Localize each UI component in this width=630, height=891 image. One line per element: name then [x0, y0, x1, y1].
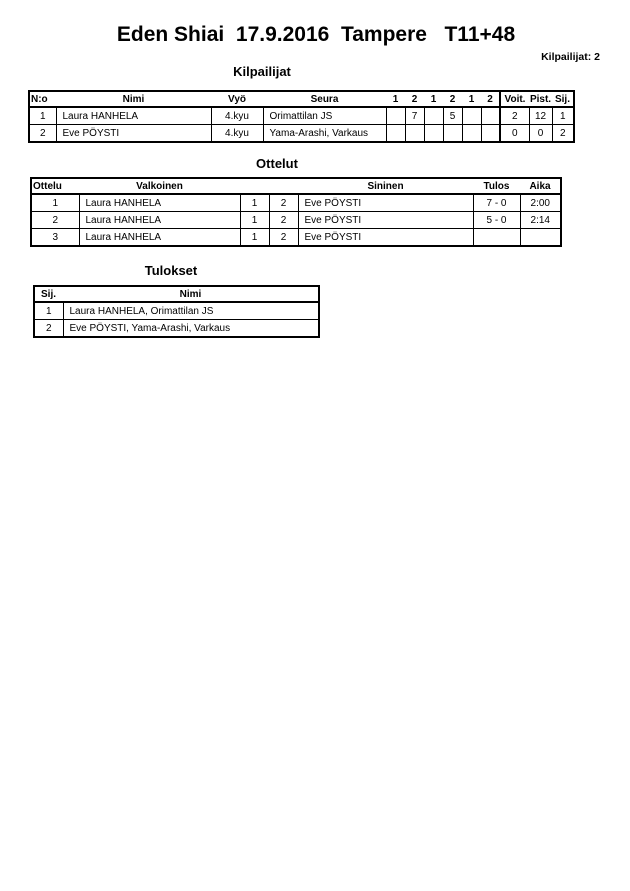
match-row: 3 Laura HANHELA 1 2 Eve PÖYSTI [30, 228, 562, 247]
vyo-cell: 4.kyu [210, 124, 264, 143]
seura-cell: Orimattilan JS [262, 106, 387, 125]
col-header-vyo: Vyö [211, 91, 263, 108]
ottelut-heading: Ottelut [256, 156, 298, 171]
col-header-seura: Seura [263, 91, 386, 108]
col-header-aika: Aika [520, 178, 561, 195]
time-cell: 2:14 [519, 211, 562, 229]
tulokset-header-row: Sij. Nimi [34, 286, 319, 303]
score-cell: 5 [442, 106, 463, 125]
col-header-valkoinen: Valkoinen [79, 178, 240, 195]
pist-cell: 12 [528, 106, 553, 125]
competitors-count: Kilpailijat: 2 [541, 51, 600, 63]
placement-cell: 2 [33, 319, 64, 338]
match-row: 2 Laura HANHELA 1 2 Eve PÖYSTI 5 - 0 2:1… [30, 211, 562, 229]
blue-name-cell: Eve PÖYSTI [297, 228, 474, 247]
score-cell [404, 124, 425, 143]
score-cell [423, 106, 444, 125]
result-name-cell: Eve PÖYSTI, Yama-Arashi, Varkaus [62, 319, 320, 338]
col-header-ottelu: Ottelu [31, 178, 79, 195]
col-header-sij: Sij. [34, 286, 63, 303]
sij-cell: 2 [551, 124, 575, 143]
voit-cell: 0 [499, 124, 530, 143]
col-header-sij: Sij. [552, 91, 574, 108]
seura-cell: Yama-Arashi, Varkaus [262, 124, 387, 143]
ottelut-header: Ottelu Valkoinen Sininen Tulos Aika [31, 178, 561, 195]
tulokset-header: Sij. Nimi [34, 286, 319, 303]
time-cell: 2:00 [519, 193, 562, 212]
white-number-cell: 1 [239, 193, 270, 212]
col-header-score-3: 1 [424, 91, 443, 108]
match-row: 1 Laura HANHELA 1 2 Eve PÖYSTI 7 - 0 2:0… [30, 193, 562, 212]
col-header-score-5: 1 [462, 91, 481, 108]
tulokset-table: Sij. Nimi 1 Laura HANHELA, Orimattilan J… [33, 285, 320, 338]
white-name-cell: Laura HANHELA [78, 228, 241, 247]
score-cell [461, 106, 482, 125]
score-cell [385, 106, 406, 125]
placement-cell: 1 [33, 301, 64, 320]
score-cell [480, 124, 501, 143]
result-row: 2 Eve PÖYSTI, Yama-Arashi, Varkaus [33, 319, 320, 338]
col-header-no: N:o [29, 91, 56, 108]
col-header-score-4: 2 [443, 91, 462, 108]
col-header-blue-no [269, 178, 298, 195]
tulokset-heading: Tulokset [144, 263, 198, 278]
competitor-row: 1 Laura HANHELA 4.kyu Orimattilan JS 7 5… [28, 106, 575, 125]
competitor-row: 2 Eve PÖYSTI 4.kyu Yama-Arashi, Varkaus … [28, 124, 575, 143]
time-cell [519, 228, 562, 247]
col-header-tulos: Tulos [473, 178, 520, 195]
white-name-cell: Laura HANHELA [78, 211, 241, 229]
nimi-cell: Laura HANHELA [55, 106, 212, 125]
kilpailijat-heading: Kilpailijat [233, 64, 291, 79]
no-cell: 2 [28, 124, 57, 143]
blue-name-cell: Eve PÖYSTI [297, 193, 474, 212]
col-header-sininen: Sininen [298, 178, 473, 195]
col-header-score-1: 1 [386, 91, 405, 108]
result-name-cell: Laura HANHELA, Orimattilan JS [62, 301, 320, 320]
blue-number-cell: 2 [268, 193, 299, 212]
match-no-cell: 1 [30, 193, 80, 212]
blue-number-cell: 2 [268, 211, 299, 229]
col-header-nimi: Nimi [63, 286, 319, 303]
col-header-pist: Pist. [529, 91, 552, 108]
col-header-white-no [240, 178, 269, 195]
result-cell [472, 228, 521, 247]
sij-cell: 1 [551, 106, 575, 125]
pist-cell: 0 [528, 124, 553, 143]
result-cell: 5 - 0 [472, 211, 521, 229]
score-cell [461, 124, 482, 143]
kilpailijat-table: N:o Nimi Vyö Seura 1 2 1 2 1 2 Voit. Pis… [28, 90, 575, 143]
white-number-cell: 1 [239, 228, 270, 247]
blue-number-cell: 2 [268, 228, 299, 247]
score-cell: 7 [404, 106, 425, 125]
col-header-nimi: Nimi [56, 91, 211, 108]
match-no-cell: 3 [30, 228, 80, 247]
vyo-cell: 4.kyu [210, 106, 264, 125]
white-name-cell: Laura HANHELA [78, 193, 241, 212]
col-header-score-2: 2 [405, 91, 424, 108]
score-cell [480, 106, 501, 125]
no-cell: 1 [28, 106, 57, 125]
voit-cell: 2 [499, 106, 530, 125]
match-no-cell: 2 [30, 211, 80, 229]
result-row: 1 Laura HANHELA, Orimattilan JS [33, 301, 320, 320]
ottelut-header-row: Ottelu Valkoinen Sininen Tulos Aika [31, 178, 561, 195]
score-cell [442, 124, 463, 143]
ottelut-table: Ottelu Valkoinen Sininen Tulos Aika 1 La… [30, 177, 562, 247]
score-cell [423, 124, 444, 143]
kilpailijat-header-row: N:o Nimi Vyö Seura 1 2 1 2 1 2 Voit. Pis… [29, 91, 574, 108]
white-number-cell: 1 [239, 211, 270, 229]
col-header-voit: Voit. [499, 91, 529, 108]
page-title: Eden Shiai 17.9.2016 Tampere T11+48 [116, 23, 516, 46]
nimi-cell: Eve PÖYSTI [55, 124, 212, 143]
blue-name-cell: Eve PÖYSTI [297, 211, 474, 229]
kilpailijat-header: N:o Nimi Vyö Seura 1 2 1 2 1 2 Voit. Pis… [29, 91, 574, 108]
score-cell [385, 124, 406, 143]
result-cell: 7 - 0 [472, 193, 521, 212]
col-header-score-6: 2 [481, 91, 500, 108]
